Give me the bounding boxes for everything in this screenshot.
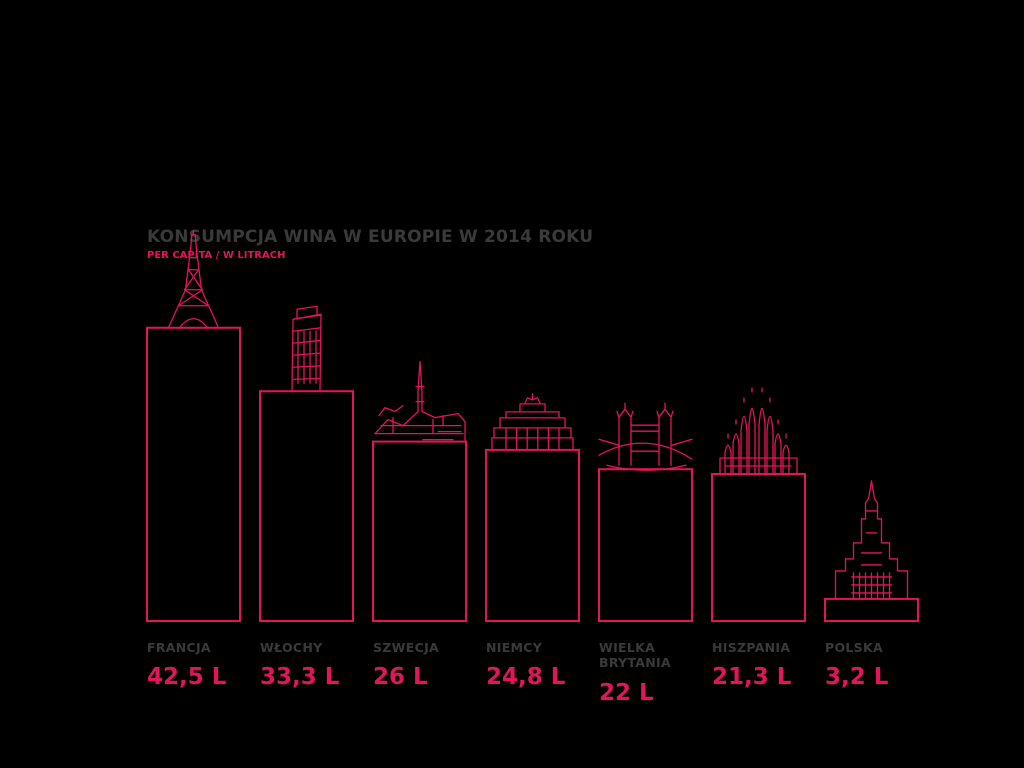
chart-subtitle: PER CAPITA / W LITRACH — [147, 250, 285, 261]
category-label: FRANCJA — [147, 640, 211, 655]
value-label: 42,5 L — [147, 664, 227, 690]
value-label: 21,3 L — [712, 664, 792, 690]
labels-group: FRANCJA 42,5 L WŁOCHY 33,3 L SZWECJA 26 L NIEM… — [147, 640, 889, 706]
category-label: NIEMCY — [486, 640, 543, 655]
bars-group — [146, 326, 919, 623]
value-label: 24,8 L — [486, 664, 566, 690]
palace-of-culture-icon — [834, 480, 909, 600]
value-label: 3,2 L — [825, 664, 889, 690]
sagrada-familia-icon — [719, 387, 798, 475]
landmarks-group — [167, 230, 909, 600]
bar-3 — [485, 448, 580, 622]
stockholm-city-hall-icon — [374, 360, 466, 443]
category-label: WIELKA — [599, 640, 655, 655]
chart-title: KONSUMPCJA WINA W EUROPIE W 2014 ROKU — [147, 227, 593, 247]
bar-5 — [711, 473, 806, 622]
category-label: POLSKA — [825, 640, 883, 655]
value-label: 22 L — [599, 680, 654, 706]
category-label: WŁOCHY — [260, 640, 323, 655]
category-label: HISZPANIA — [712, 640, 790, 655]
brandenburg-gate-icon — [491, 393, 574, 451]
eiffel-tower-icon — [167, 230, 220, 329]
bar-1 — [259, 390, 354, 623]
value-label: 33,3 L — [260, 664, 340, 690]
bar-0 — [146, 326, 241, 622]
category-label: SZWECJA — [373, 640, 439, 655]
value-label: 26 L — [373, 664, 428, 690]
tower-bridge-icon — [598, 402, 693, 471]
bar-6 — [824, 597, 919, 622]
leaning-tower-pisa-icon — [291, 305, 322, 392]
bar-2 — [372, 440, 467, 622]
bar-4 — [598, 468, 693, 623]
category-label: BRYTANIA — [599, 655, 671, 670]
